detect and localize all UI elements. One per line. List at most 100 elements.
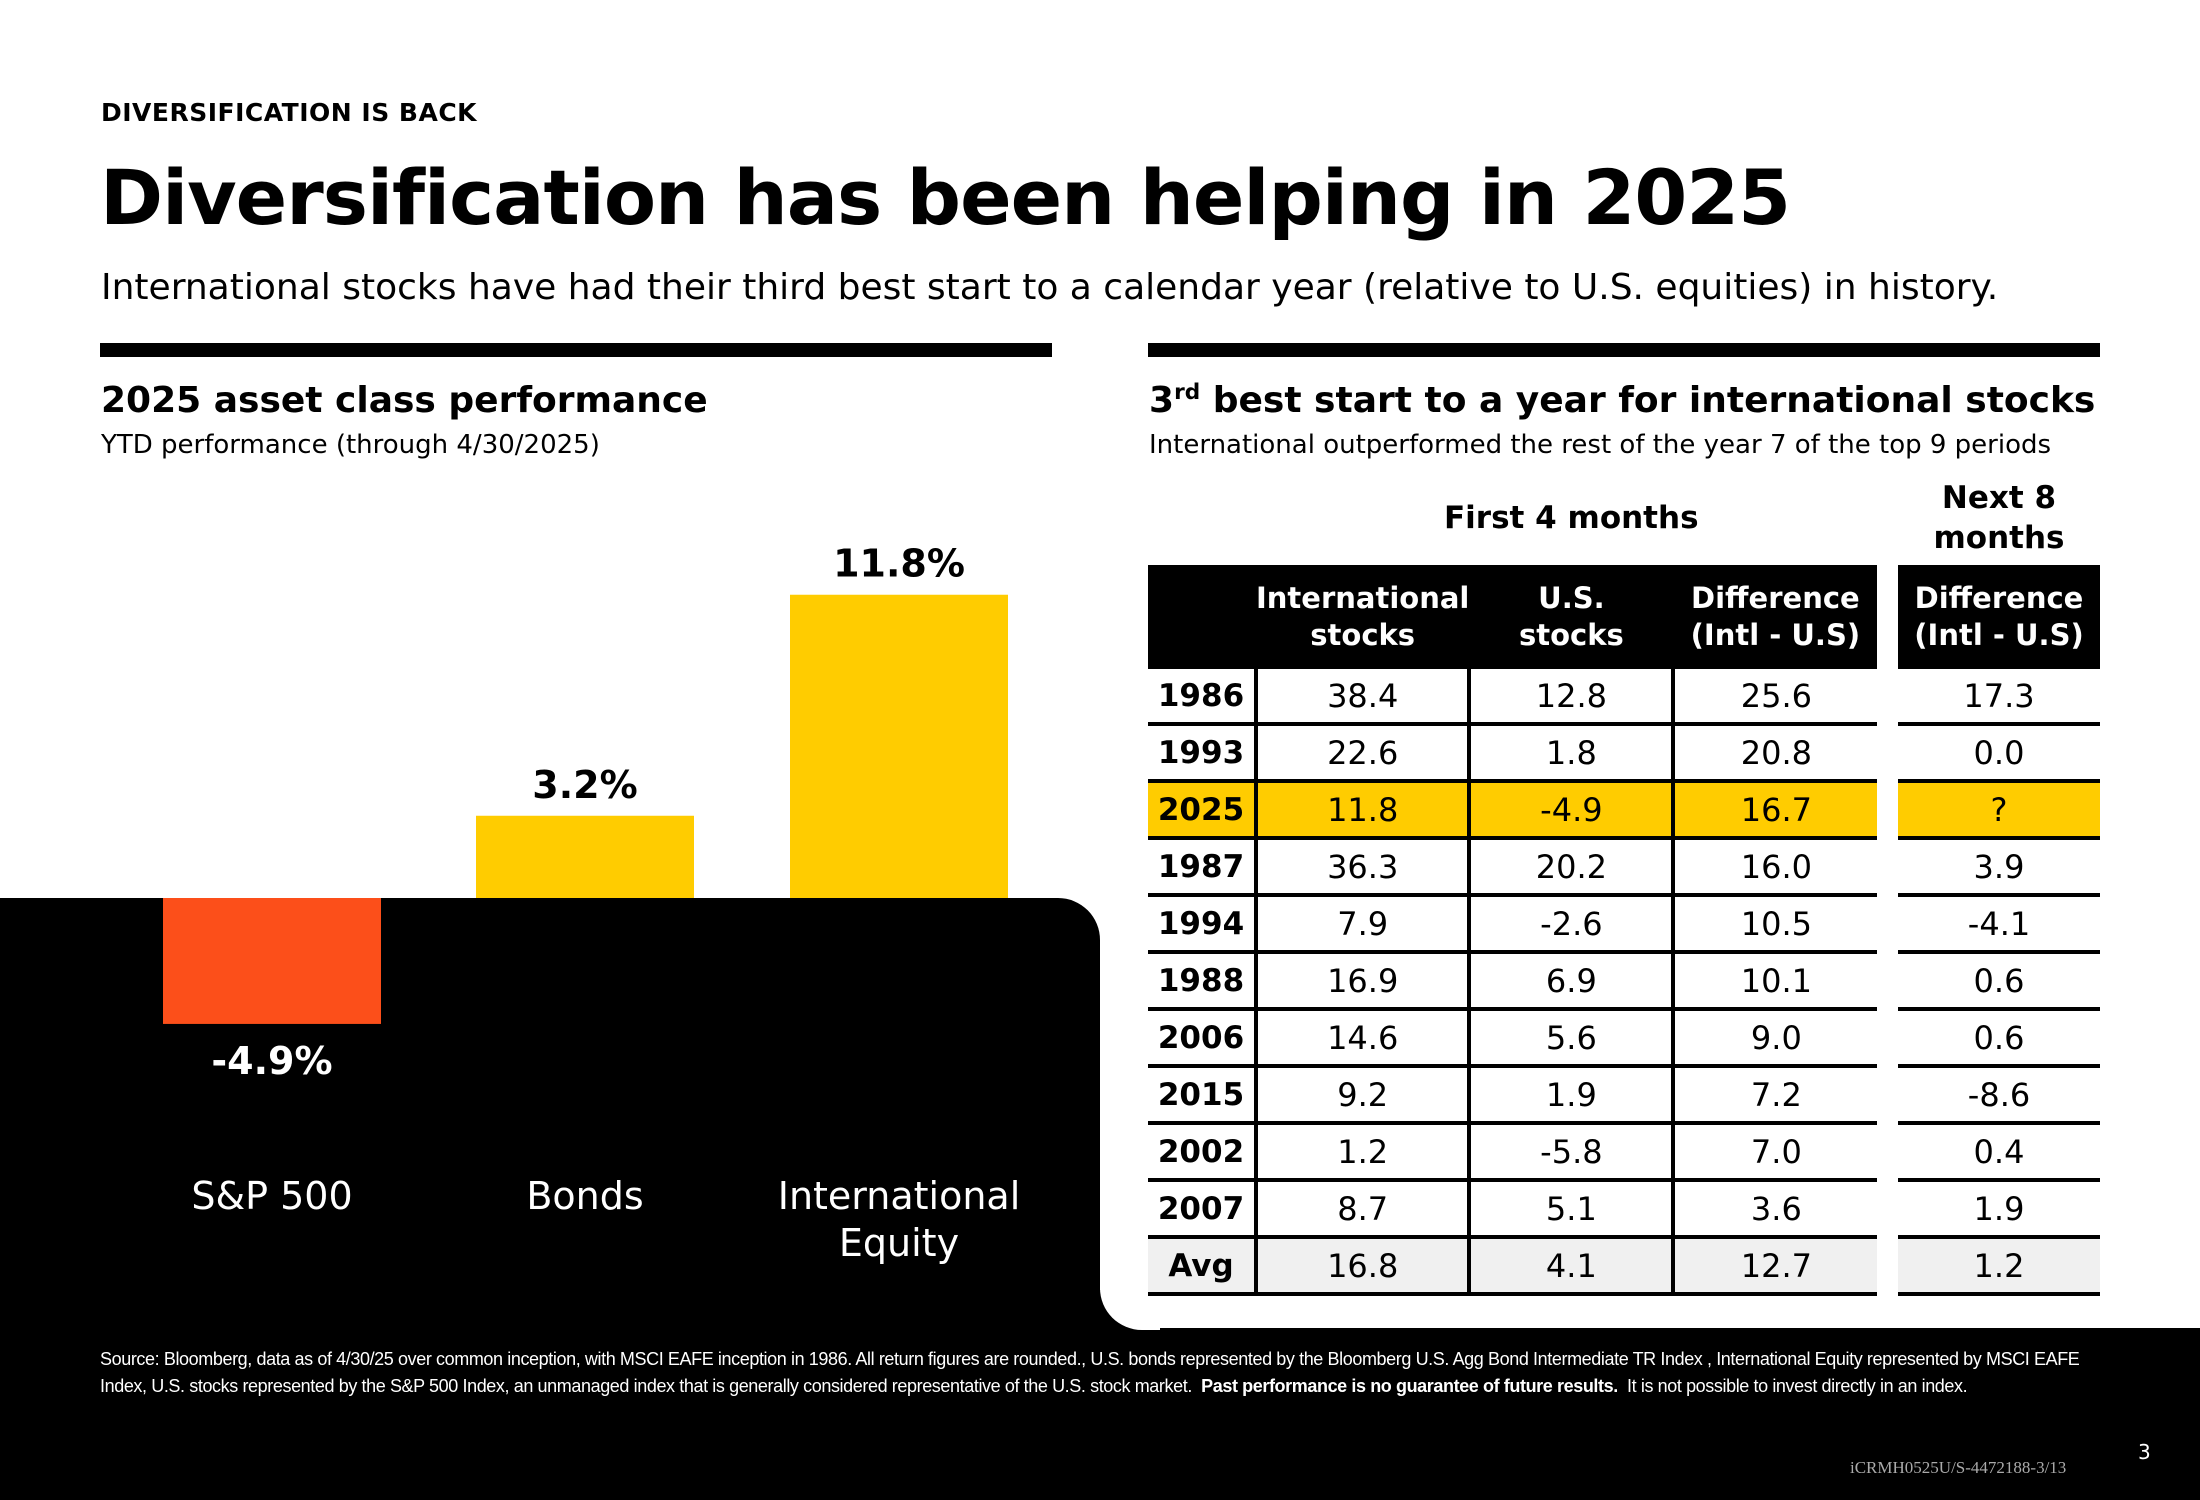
cell-us: 5.6 — [1467, 1009, 1674, 1068]
cell-diff: 12.7 — [1671, 1237, 1878, 1296]
bar-2 — [790, 594, 1008, 898]
cell-diff: 7.2 — [1671, 1066, 1878, 1125]
page-number: 3 — [2138, 1440, 2151, 1464]
cell-intl: 14.6 — [1253, 1009, 1470, 1068]
year-column-header — [1148, 565, 1256, 669]
table-row: 2007 8.7 5.1 3.6 — [1148, 1180, 1878, 1239]
cell-year: 1987 — [1148, 838, 1256, 897]
cell-next: 1.2 — [1898, 1237, 2100, 1296]
category-label-0: S&P 500 — [191, 1174, 352, 1218]
right-title-pre: 3 — [1149, 380, 1175, 421]
footer-backdrop — [0, 1328, 2200, 1500]
table-row: 1988 16.9 6.9 10.1 — [1148, 952, 1878, 1011]
table-row: 0.0 — [1898, 724, 2100, 783]
cell-intl: 36.3 — [1253, 838, 1470, 897]
cell-us: -2.6 — [1467, 895, 1674, 954]
bar-1 — [476, 815, 694, 898]
page-title: Diversification has been helping in 2025 — [100, 153, 1791, 242]
cell-next: 0.4 — [1898, 1123, 2100, 1182]
cell-next: 0.6 — [1898, 1009, 2100, 1068]
cell-intl: 16.8 — [1253, 1237, 1470, 1296]
first-4-months-table: International stocks U.S. stocks Differenc… — [1148, 565, 1878, 1296]
right-panel-subtitle: International outperformed the rest of t… — [1149, 430, 2052, 460]
source-footnote: Source: Bloomberg, data as of 4/30/25 ov… — [100, 1349, 2080, 1396]
table-row: -4.1 — [1898, 895, 2100, 954]
left-panel-subtitle: YTD performance (through 4/30/2025) — [101, 430, 600, 460]
table-row: 1994 7.9 -2.6 10.5 — [1148, 895, 1878, 954]
cell-next: 0.6 — [1898, 952, 2100, 1011]
next-difference-header: Difference (Intl - U.S) — [1898, 565, 2100, 669]
asset-class-bar-chart: -4.9% S&P 500 3.2% Bonds 11.8% InternationalE… — [163, 542, 1021, 1265]
cell-diff: 7.0 — [1671, 1123, 1878, 1182]
table-row: 0.6 — [1898, 1009, 2100, 1068]
category-label-2: International — [778, 1174, 1021, 1218]
left-divider — [100, 343, 1052, 357]
document-code: iCRMH0525U/S-4472188-3/13 — [1850, 1458, 2067, 1477]
cell-year: 2025 — [1148, 781, 1256, 840]
cell-intl: 16.9 — [1253, 952, 1470, 1011]
cell-year: 1994 — [1148, 895, 1256, 954]
cell-next: 1.9 — [1898, 1180, 2100, 1239]
left-panel-title: 2025 asset class performance — [101, 380, 708, 421]
cell-diff: 10.1 — [1671, 952, 1878, 1011]
data-label-0: -4.9% — [211, 1039, 332, 1083]
page-subtitle: International stocks have had their thir… — [101, 267, 1999, 308]
cell-year: 2002 — [1148, 1123, 1256, 1182]
bar-0 — [163, 898, 381, 1024]
table-row: -8.6 — [1898, 1066, 2100, 1125]
cell-next: 17.3 — [1898, 669, 2100, 726]
cell-us: -5.8 — [1467, 1123, 1674, 1182]
table-row: 1986 38.4 12.8 25.6 — [1148, 669, 1878, 726]
data-label-2: 11.8% — [833, 542, 965, 586]
cell-us: 1.9 — [1467, 1066, 1674, 1125]
cell-intl: 11.8 — [1253, 781, 1470, 840]
group-header-first-4-months: First 4 months — [1444, 500, 1699, 536]
category-label-1: Bonds — [526, 1174, 643, 1218]
cell-us: 20.2 — [1467, 838, 1674, 897]
table-row: 0.4 — [1898, 1123, 2100, 1182]
right-title-post: best start to a year for international s… — [1200, 380, 2096, 421]
cell-us: 4.1 — [1467, 1237, 1674, 1296]
cell-year: Avg — [1148, 1237, 1256, 1296]
cell-diff: 3.6 — [1671, 1180, 1878, 1239]
cell-year: 1986 — [1148, 669, 1256, 726]
table-row: 2002 1.2 -5.8 7.0 — [1148, 1123, 1878, 1182]
kicker-label: DIVERSIFICATION IS BACK — [101, 98, 478, 127]
cell-diff: 16.0 — [1671, 838, 1878, 897]
cell-intl: 7.9 — [1253, 895, 1470, 954]
intl-stocks-header: International stocks — [1256, 565, 1470, 669]
cell-diff: 9.0 — [1671, 1009, 1878, 1068]
cell-diff: 16.7 — [1671, 781, 1878, 840]
cell-year: 1993 — [1148, 724, 1256, 783]
average-row: 1.2 — [1898, 1237, 2100, 1296]
cell-diff: 10.5 — [1671, 895, 1878, 954]
disclaimer-bold: Past performance is no guarantee of futu… — [1201, 1376, 1618, 1396]
cell-us: 12.8 — [1467, 669, 1674, 726]
next-8-months-table: Difference (Intl - U.S) 17.3 0.0? 3.9 -4.1 0.… — [1898, 565, 2100, 1296]
table-row: 1987 36.3 20.2 16.0 — [1148, 838, 1878, 897]
cell-next: -4.1 — [1898, 895, 2100, 954]
cell-year: 2006 — [1148, 1009, 1256, 1068]
table-row: 1.9 — [1898, 1180, 2100, 1239]
cell-diff: 20.8 — [1671, 724, 1878, 783]
table-row: 2015 9.2 1.9 7.2 — [1148, 1066, 1878, 1125]
cell-next: 0.0 — [1898, 724, 2100, 783]
table-row: ? — [1898, 781, 2100, 840]
table-row: 2025 11.8 -4.9 16.7 — [1148, 781, 1878, 840]
cell-us: -4.9 — [1467, 781, 1674, 840]
cell-diff: 25.6 — [1671, 669, 1878, 726]
data-label-1: 3.2% — [532, 763, 637, 807]
table-row: 0.6 — [1898, 952, 2100, 1011]
cell-intl: 8.7 — [1253, 1180, 1470, 1239]
right-title-sup: rd — [1174, 380, 1201, 405]
right-panel-title: 3rd best start to a year for internation… — [1149, 380, 2095, 421]
difference-header: Difference (Intl - U.S) — [1673, 565, 1878, 669]
cell-next: 3.9 — [1898, 838, 2100, 897]
cell-next: -8.6 — [1898, 1066, 2100, 1125]
cell-us: 1.8 — [1467, 724, 1674, 783]
cell-intl: 9.2 — [1253, 1066, 1470, 1125]
cell-intl: 1.2 — [1253, 1123, 1470, 1182]
us-stocks-header: U.S. stocks — [1469, 565, 1674, 669]
right-divider — [1148, 343, 2100, 357]
category-label-2: Equity — [839, 1221, 959, 1265]
